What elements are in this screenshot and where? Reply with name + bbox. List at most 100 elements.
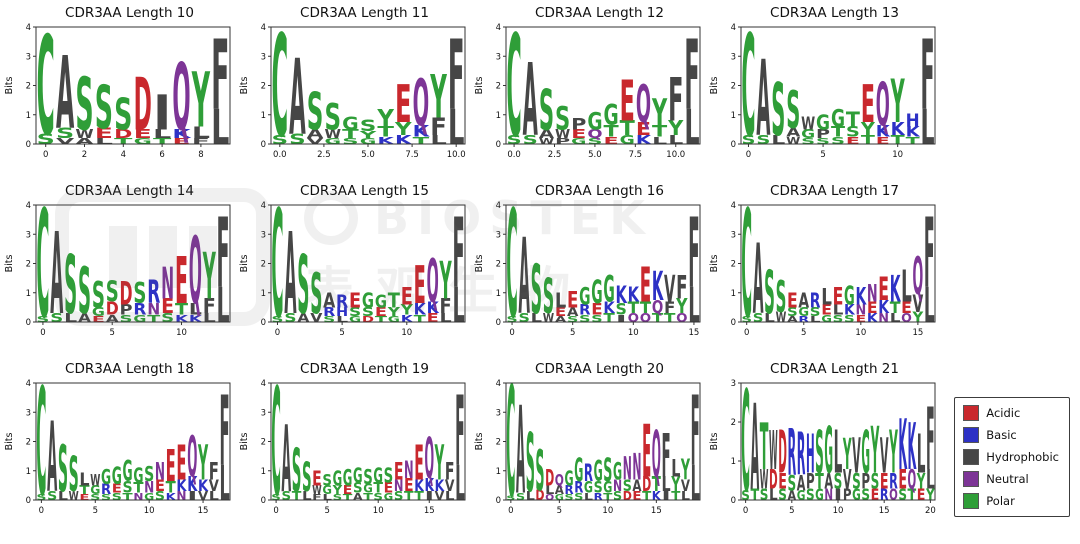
svg-text:4: 4 (121, 150, 126, 160)
svg-text:L: L (452, 279, 464, 334)
svg-text:Y: Y (387, 306, 400, 320)
svg-text:T: T (414, 489, 424, 503)
svg-text:V: V (681, 477, 690, 496)
svg-text:E: E (349, 289, 361, 313)
svg-text:W: W (769, 421, 778, 483)
svg-text:S: S (161, 311, 174, 325)
svg-text:T: T (153, 137, 171, 146)
svg-text:10.0: 10.0 (447, 150, 466, 160)
svg-text:7.5: 7.5 (405, 150, 419, 160)
svg-text:S: S (92, 274, 105, 316)
svg-text:L: L (652, 135, 667, 147)
svg-text:L: L (211, 101, 229, 156)
svg-text:T: T (671, 489, 680, 503)
svg-text:Y: Y (671, 473, 681, 497)
svg-text:F: F (455, 378, 465, 488)
svg-text:H: H (806, 425, 815, 487)
svg-text:C: C (271, 200, 283, 350)
svg-text:S: S (787, 306, 798, 320)
legend-item-acidic: Acidic (963, 405, 1059, 421)
svg-text:5: 5 (93, 506, 98, 516)
svg-text:R: R (798, 315, 809, 324)
y-axis-label: Bits (709, 255, 720, 273)
svg-text:T: T (414, 313, 427, 325)
svg-text:K: K (628, 283, 640, 307)
svg-text:T: T (652, 311, 664, 325)
svg-text:E: E (880, 469, 889, 494)
svg-text:D: D (623, 489, 632, 503)
svg-text:G: G (555, 493, 564, 502)
svg-text:Y: Y (377, 105, 395, 132)
svg-text:C: C (506, 22, 521, 168)
svg-text:L: L (924, 279, 935, 334)
svg-text:C: C (272, 22, 289, 168)
svg-text:S: S (591, 313, 602, 325)
svg-text:5: 5 (820, 150, 825, 160)
svg-text:L: L (302, 489, 312, 503)
svg-text:L: L (79, 469, 89, 490)
subplot-title: CDR3AA Length 11 (300, 5, 429, 21)
svg-text:15: 15 (198, 506, 209, 516)
svg-text:A: A (282, 407, 292, 515)
svg-text:E: E (176, 436, 186, 491)
svg-text:K: K (603, 299, 615, 318)
svg-text:G: G (815, 485, 824, 504)
svg-text:L: L (668, 133, 683, 147)
svg-text:P: P (555, 137, 570, 146)
svg-text:E: E (375, 306, 387, 320)
svg-text:E: E (112, 482, 122, 496)
svg-text:Q: Q (555, 471, 564, 490)
svg-text:W: W (90, 471, 100, 490)
svg-text:S: S (506, 315, 517, 324)
svg-text:F: F (691, 378, 700, 488)
svg-text:G: G (101, 466, 111, 490)
legend-item-neutral: Neutral (963, 471, 1059, 487)
svg-text:L: L (901, 261, 912, 312)
svg-text:S: S (36, 315, 49, 324)
svg-text:G: G (333, 467, 343, 491)
subplot-cdr3aa-length-15: CDR3AA Length 15 S C S A A S V S S R A L H R G S E D S G T E G G… (237, 182, 472, 360)
svg-text:F: F (217, 200, 230, 310)
svg-text:E: E (917, 485, 926, 504)
svg-text:F: F (661, 422, 670, 492)
svg-text:Q: Q (427, 247, 439, 317)
svg-text:S: S (324, 96, 341, 138)
svg-text:T: T (861, 133, 875, 147)
svg-text:T: T (123, 491, 134, 503)
svg-text:L: L (810, 315, 821, 324)
svg-text:E: E (414, 436, 424, 491)
svg-text:R: R (594, 491, 603, 503)
svg-text:E: E (134, 128, 152, 142)
svg-text:L: L (217, 279, 230, 334)
svg-text:T: T (388, 289, 401, 313)
svg-text:0: 0 (261, 140, 266, 150)
svg-text:T: T (373, 480, 383, 497)
svg-text:3: 3 (731, 379, 736, 389)
svg-text:0: 0 (26, 140, 31, 150)
svg-text:G: G (594, 455, 603, 488)
svg-text:E: E (384, 480, 394, 497)
svg-text:A: A (787, 315, 798, 324)
svg-text:0.0: 0.0 (507, 150, 521, 160)
svg-text:G: G (603, 268, 614, 310)
svg-text:G: G (831, 105, 845, 132)
svg-text:K: K (166, 491, 177, 503)
svg-text:E: E (871, 485, 880, 504)
svg-text:Y: Y (332, 484, 342, 498)
svg-text:3: 3 (261, 408, 266, 418)
svg-text:R: R (584, 460, 593, 487)
subplot-cdr3aa-length-17: CDR3AA Length 17 S C S A L S W S A S E R G A L S R G E L S L E S… (707, 182, 942, 360)
svg-text:E: E (166, 440, 176, 491)
svg-text:K: K (891, 118, 906, 139)
svg-text:4: 4 (496, 201, 501, 211)
svg-text:V: V (843, 464, 852, 495)
svg-text:5: 5 (557, 506, 562, 516)
svg-text:T: T (642, 489, 651, 503)
svg-text:10.0: 10.0 (666, 150, 685, 160)
svg-text:Y: Y (434, 436, 444, 491)
svg-text:Q: Q (652, 418, 661, 492)
svg-text:T: T (404, 489, 414, 503)
svg-text:0: 0 (509, 328, 514, 338)
